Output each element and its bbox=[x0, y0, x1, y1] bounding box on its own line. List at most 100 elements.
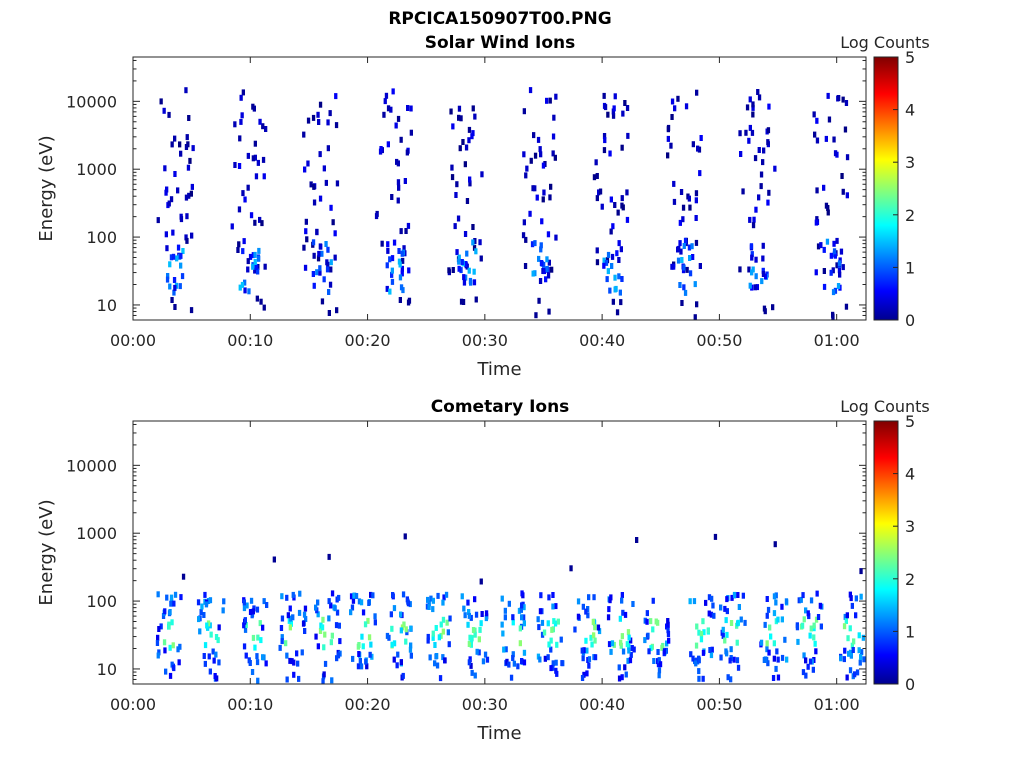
data-cell bbox=[338, 638, 342, 645]
data-cell bbox=[243, 279, 247, 286]
data-cell bbox=[189, 307, 194, 314]
data-cell bbox=[389, 106, 393, 113]
data-cell bbox=[586, 612, 590, 619]
data-cell bbox=[753, 155, 758, 162]
data-cell bbox=[172, 277, 177, 283]
data-cell bbox=[170, 297, 174, 303]
data-cell bbox=[812, 622, 816, 629]
data-cell bbox=[256, 268, 260, 275]
data-cell bbox=[478, 239, 482, 246]
data-cell bbox=[258, 216, 262, 223]
data-cell bbox=[167, 200, 171, 207]
data-cell bbox=[623, 664, 627, 671]
data-cell bbox=[741, 188, 745, 195]
data-cell bbox=[769, 633, 773, 640]
data-cell bbox=[371, 592, 375, 599]
data-cell bbox=[464, 261, 468, 267]
data-cell bbox=[484, 615, 488, 622]
colorbar-label: Log Counts bbox=[840, 33, 930, 52]
data-cell bbox=[843, 647, 847, 654]
data-cell bbox=[206, 620, 211, 627]
data-cell bbox=[676, 257, 681, 264]
data-cell bbox=[445, 619, 449, 626]
data-cell bbox=[288, 657, 292, 664]
data-cell bbox=[311, 271, 315, 277]
data-cell bbox=[406, 222, 411, 229]
data-cell bbox=[826, 92, 830, 99]
data-cell bbox=[585, 647, 589, 654]
x-tick-label: 00:10 bbox=[227, 695, 273, 714]
data-cell bbox=[165, 245, 169, 252]
data-cell bbox=[768, 624, 772, 631]
data-cell bbox=[678, 240, 682, 247]
data-cell bbox=[815, 137, 820, 144]
data-cell bbox=[615, 309, 620, 316]
data-cell bbox=[761, 159, 765, 166]
data-cell bbox=[467, 659, 471, 666]
data-cell bbox=[748, 216, 752, 223]
data-cell bbox=[409, 105, 413, 112]
data-cell bbox=[665, 640, 669, 647]
data-cell bbox=[844, 618, 848, 624]
data-cell bbox=[848, 649, 853, 656]
data-cell bbox=[749, 243, 754, 250]
data-cell bbox=[522, 620, 526, 627]
data-cell bbox=[551, 664, 555, 671]
y-axis: 10 100 1000 10000 bbox=[66, 59, 866, 321]
data-cell bbox=[485, 656, 490, 663]
data-cell bbox=[660, 644, 664, 651]
data-cell bbox=[683, 237, 688, 244]
colorbar-gradient bbox=[873, 56, 899, 321]
data-cell bbox=[551, 133, 556, 140]
data-cell bbox=[587, 594, 591, 601]
plot-area bbox=[133, 57, 866, 320]
data-cell bbox=[471, 239, 475, 246]
data-cell bbox=[619, 299, 623, 306]
data-cell bbox=[366, 617, 370, 624]
data-cell bbox=[759, 183, 763, 190]
data-cell bbox=[335, 609, 340, 616]
data-cell bbox=[678, 219, 682, 226]
data-cell bbox=[545, 256, 549, 263]
data-cell bbox=[216, 637, 220, 644]
data-cell bbox=[829, 269, 833, 276]
data-cell bbox=[757, 194, 761, 201]
data-cell bbox=[804, 672, 808, 679]
data-cell bbox=[396, 179, 401, 186]
data-cell bbox=[623, 611, 628, 618]
data-cell bbox=[329, 204, 333, 211]
data-cell bbox=[683, 289, 688, 296]
data-cell bbox=[844, 100, 849, 106]
data-cell bbox=[408, 601, 412, 608]
data-cell bbox=[762, 305, 767, 312]
data-cell bbox=[549, 183, 553, 190]
data-cell bbox=[399, 659, 403, 666]
data-cell bbox=[551, 660, 555, 667]
data-cell bbox=[403, 178, 407, 184]
data-cell bbox=[187, 115, 191, 121]
data-cell bbox=[180, 273, 185, 280]
data-cell bbox=[303, 166, 307, 173]
data-cell bbox=[631, 601, 635, 607]
data-cell bbox=[704, 599, 708, 606]
data-cell bbox=[611, 112, 616, 119]
data-cell bbox=[549, 646, 553, 653]
data-cell bbox=[584, 608, 588, 615]
data-cell bbox=[840, 173, 844, 179]
data-cell bbox=[610, 253, 615, 260]
data-cell bbox=[405, 149, 409, 156]
data-cell bbox=[692, 598, 697, 605]
data-cell bbox=[469, 641, 473, 648]
data-cell bbox=[447, 267, 451, 274]
data-cell bbox=[507, 600, 511, 607]
data-cell bbox=[819, 242, 823, 249]
data-cell bbox=[248, 660, 252, 666]
data-cell bbox=[262, 304, 266, 311]
data-cell bbox=[610, 640, 615, 647]
data-cell bbox=[179, 262, 183, 269]
data-cell bbox=[238, 135, 242, 142]
data-cell bbox=[806, 663, 810, 670]
data-cell bbox=[380, 240, 384, 247]
data-cell bbox=[311, 114, 316, 121]
data-cell bbox=[263, 263, 267, 270]
